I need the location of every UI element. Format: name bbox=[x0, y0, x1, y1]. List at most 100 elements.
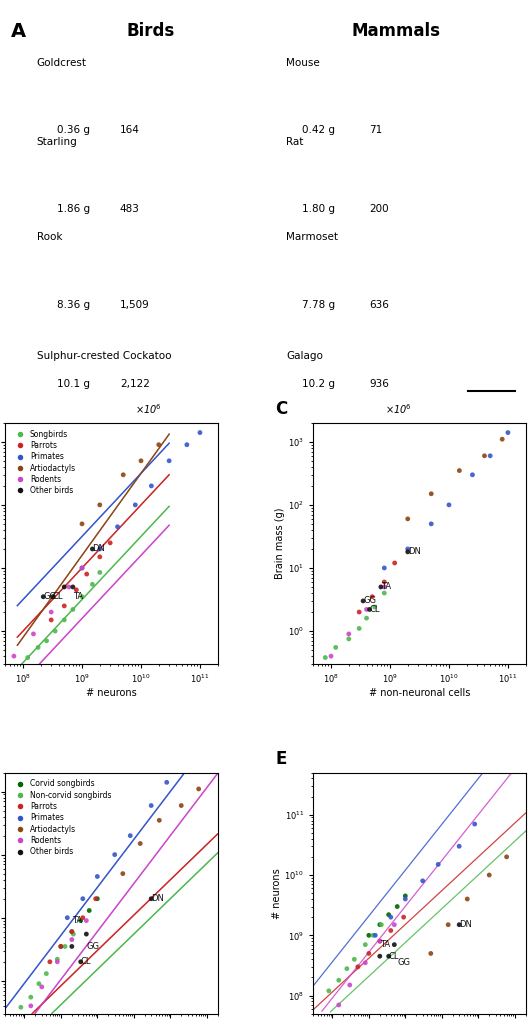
Point bbox=[38, 979, 46, 995]
Point bbox=[113, 518, 122, 535]
Text: 164: 164 bbox=[120, 125, 140, 135]
Point bbox=[96, 549, 104, 565]
Point bbox=[65, 579, 73, 595]
Point bbox=[78, 560, 86, 577]
Point bbox=[67, 924, 76, 940]
Point bbox=[427, 485, 435, 502]
Point bbox=[162, 774, 171, 791]
Text: 2,122: 2,122 bbox=[120, 379, 150, 389]
Point bbox=[485, 866, 493, 883]
Text: 10.1 g: 10.1 g bbox=[57, 379, 90, 389]
Text: CL: CL bbox=[81, 957, 91, 967]
Point bbox=[444, 916, 452, 933]
Point bbox=[365, 945, 373, 962]
Point bbox=[147, 798, 156, 814]
Text: GG: GG bbox=[397, 958, 410, 968]
Point bbox=[136, 836, 144, 852]
Text: 1.86 g: 1.86 g bbox=[57, 205, 90, 214]
Point bbox=[53, 953, 62, 970]
Point bbox=[61, 938, 69, 954]
Point bbox=[362, 610, 371, 627]
Point bbox=[445, 497, 453, 513]
Point bbox=[404, 541, 412, 557]
Point bbox=[119, 467, 127, 483]
Point bbox=[365, 601, 374, 617]
Point bbox=[345, 626, 353, 642]
Text: 7.78 g: 7.78 g bbox=[302, 300, 335, 309]
Point bbox=[106, 535, 114, 551]
Point bbox=[327, 648, 335, 665]
Point bbox=[51, 623, 59, 639]
Point bbox=[380, 579, 389, 595]
Point bbox=[67, 924, 76, 940]
Point bbox=[79, 909, 87, 926]
Point bbox=[354, 958, 362, 975]
Point bbox=[110, 847, 119, 863]
Point bbox=[345, 631, 353, 647]
Point bbox=[331, 639, 340, 655]
Point bbox=[177, 798, 185, 814]
Point bbox=[427, 516, 435, 532]
Text: Rook: Rook bbox=[37, 232, 62, 243]
Text: 0.42 g: 0.42 g bbox=[302, 125, 335, 135]
Point bbox=[147, 891, 156, 907]
Point bbox=[404, 511, 412, 527]
Point bbox=[455, 916, 464, 933]
X-axis label: # non-neuronal cells: # non-neuronal cells bbox=[369, 688, 470, 698]
Point bbox=[371, 599, 379, 615]
Point bbox=[10, 648, 18, 665]
Text: TA: TA bbox=[381, 583, 391, 592]
Point bbox=[34, 639, 42, 655]
Point bbox=[502, 849, 511, 865]
Point bbox=[504, 424, 512, 440]
Point bbox=[42, 633, 51, 649]
Point bbox=[126, 827, 134, 844]
Text: 71: 71 bbox=[370, 125, 383, 135]
Point bbox=[82, 566, 91, 583]
Point bbox=[53, 951, 62, 968]
Point bbox=[480, 447, 489, 464]
Text: Starling: Starling bbox=[37, 137, 78, 147]
Point bbox=[68, 579, 77, 595]
Text: GG: GG bbox=[43, 592, 56, 601]
Point bbox=[194, 780, 203, 797]
Point bbox=[324, 983, 333, 999]
Point bbox=[27, 989, 35, 1006]
Point bbox=[67, 938, 76, 954]
Point bbox=[321, 649, 330, 666]
Point bbox=[76, 953, 85, 970]
Text: $\times$10$^6$: $\times$10$^6$ bbox=[385, 402, 412, 417]
Point bbox=[85, 902, 93, 919]
Text: 8.36 g: 8.36 g bbox=[57, 300, 90, 309]
Point bbox=[72, 582, 81, 598]
Text: GG: GG bbox=[363, 596, 376, 605]
Point bbox=[165, 453, 174, 469]
Point bbox=[486, 447, 494, 464]
Point bbox=[401, 891, 409, 907]
Point bbox=[82, 912, 91, 929]
Point bbox=[42, 966, 50, 982]
Point bbox=[196, 424, 204, 440]
Text: GG: GG bbox=[87, 942, 99, 951]
Point bbox=[46, 953, 54, 970]
Point bbox=[69, 926, 78, 942]
X-axis label: # neurons: # neurons bbox=[86, 688, 137, 698]
Text: Goldcrest: Goldcrest bbox=[37, 57, 87, 68]
Point bbox=[399, 909, 408, 926]
Point bbox=[16, 999, 25, 1016]
Point bbox=[371, 927, 380, 943]
Point bbox=[27, 997, 35, 1014]
Point bbox=[387, 909, 395, 926]
Point bbox=[60, 579, 68, 595]
Point bbox=[380, 560, 389, 577]
Point bbox=[346, 977, 354, 993]
Point bbox=[375, 948, 384, 965]
Point bbox=[57, 938, 65, 954]
Point bbox=[155, 812, 164, 828]
Point bbox=[365, 927, 373, 943]
Point bbox=[137, 453, 145, 469]
Text: DN: DN bbox=[151, 894, 164, 903]
Point bbox=[23, 649, 32, 666]
Point bbox=[377, 916, 386, 933]
Point bbox=[368, 589, 376, 605]
